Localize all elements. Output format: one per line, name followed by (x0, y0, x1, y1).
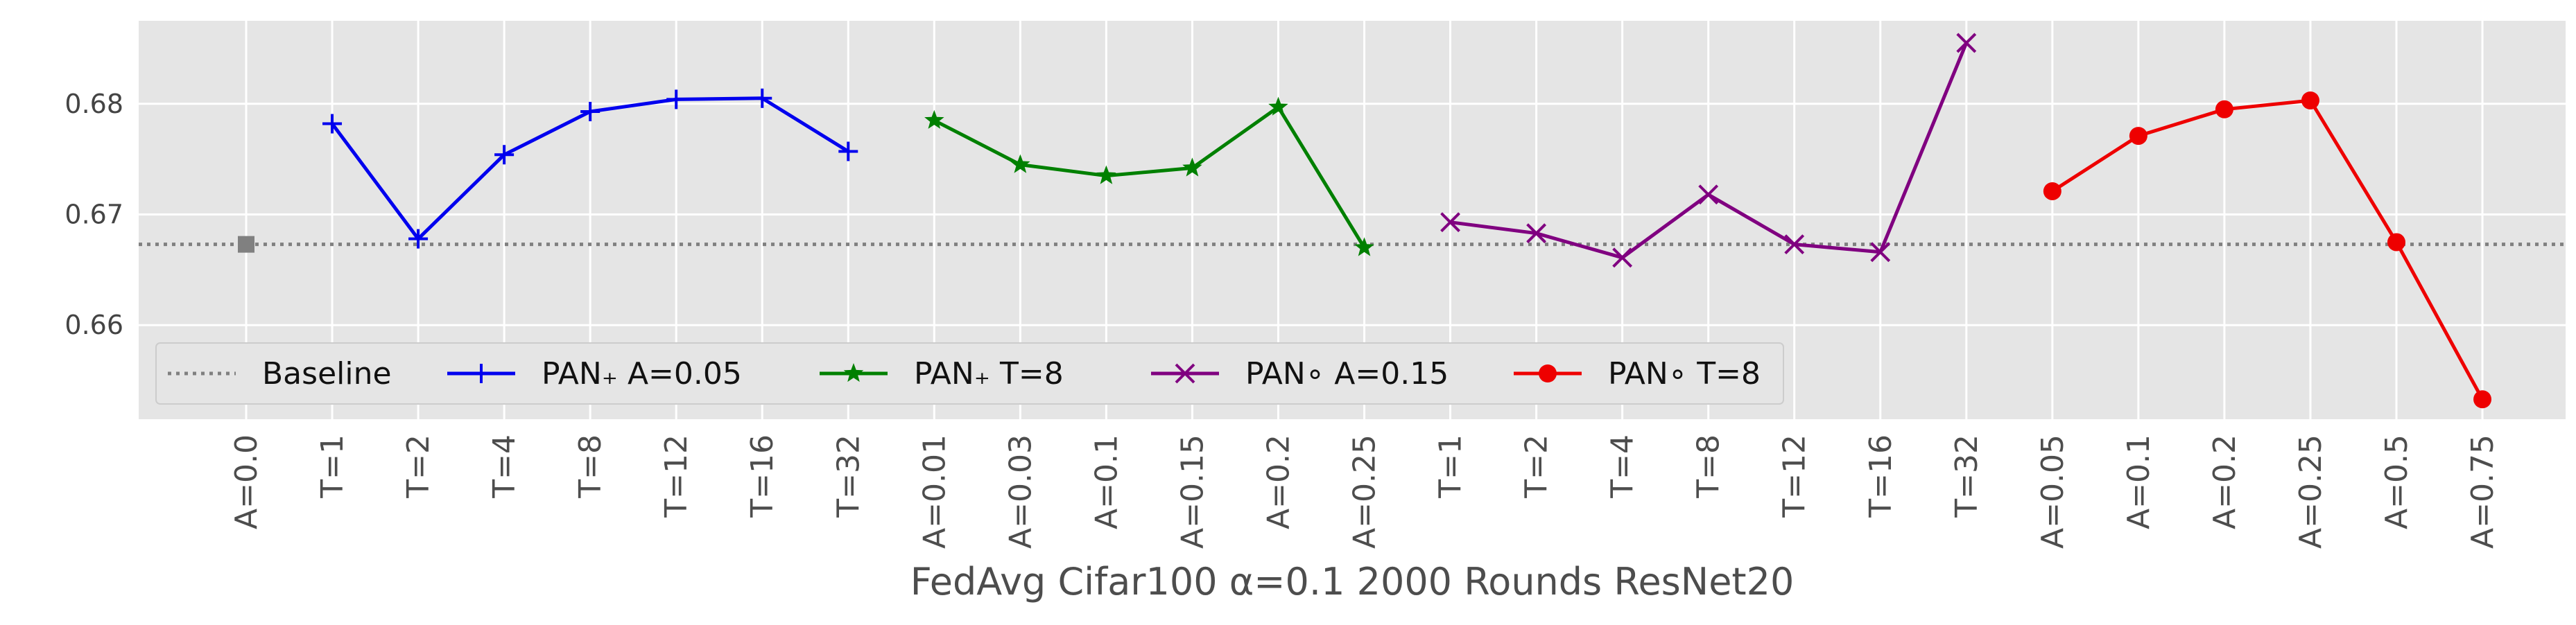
legend-label: PAN₊ A=0.05 (542, 356, 742, 391)
x-tick-label: A=0.5 (2379, 434, 2414, 529)
data-point (1526, 223, 1547, 244)
x-tick-label: T=4 (487, 434, 522, 499)
x-tick-label: T=1 (1433, 434, 1469, 499)
data-point (838, 141, 858, 161)
x-tick-label: A=0.75 (2465, 434, 2500, 549)
legend-label: Baseline (262, 356, 392, 391)
data-point (1268, 96, 1288, 116)
legend-marker (472, 364, 491, 383)
x-tick-labels: A=0.0 T=1 T=2 T=4 T=8 T=12 T=16 T=32 A=0.01 A=0.0… (229, 434, 2500, 549)
data-point (2129, 127, 2147, 146)
x-tick-label: T=1 (315, 434, 350, 499)
data-point (2043, 182, 2061, 200)
legend-label: PAN∘ T=8 (1608, 356, 1761, 391)
legend: Baseline PAN₊ A=0.05 PAN₊ T=8 PAN∘ A=0.15 PA… (155, 342, 1784, 405)
baseline-marker (238, 236, 254, 253)
x-tick-label: T=2 (1519, 434, 1555, 499)
x-axis-label: FedAvg Cifar100 α=0.1 2000 Rounds ResNet… (910, 560, 1795, 604)
legend-marker-b (1175, 363, 1195, 384)
legend-entry: PAN∘ A=0.15 (1151, 356, 1449, 391)
legend-entry: PAN₊ A=0.05 (447, 356, 742, 391)
legend-entry: Baseline (168, 356, 392, 391)
y-tick-labels: 0.66 0.67 0.68 (64, 89, 123, 340)
x-tick-label: A=0.05 (2035, 434, 2071, 549)
y-tick-label: 0.68 (64, 89, 123, 119)
data-point-b (1612, 247, 1633, 268)
series-4 (2043, 91, 2492, 409)
x-tick-label: T=2 (401, 434, 436, 499)
data-point (1096, 165, 1116, 184)
data-point (1956, 33, 1977, 53)
series-2 (924, 96, 1374, 256)
data-point (1784, 234, 1805, 255)
legend-marker (843, 363, 864, 382)
data-point (1440, 212, 1460, 233)
x-tick-label: A=0.03 (1003, 434, 1038, 549)
y-tick-label: 0.66 (64, 310, 123, 340)
data-point-b (1870, 242, 1891, 263)
data-point-b (1698, 184, 1719, 205)
x-tick-label: T=32 (1949, 434, 1985, 518)
data-point (2387, 233, 2405, 252)
series-line (2051, 98, 2484, 400)
y-tick-label: 0.67 (64, 200, 123, 230)
data-point-b (1526, 223, 1547, 244)
x-tick-label: A=0.25 (2293, 434, 2328, 549)
x-tick-label: A=0.0 (229, 434, 264, 529)
data-point (580, 101, 600, 121)
x-tick-label: T=8 (573, 434, 608, 499)
data-point (322, 114, 343, 134)
x-tick-label: T=16 (1863, 434, 1899, 518)
x-tick-label: A=0.25 (1347, 434, 1383, 549)
series-3 (1440, 33, 1977, 268)
series-1 (322, 88, 858, 249)
x-tick-label: T=12 (1777, 434, 1813, 518)
legend-entry: PAN₊ T=8 (820, 356, 1064, 391)
data-point (1010, 154, 1030, 173)
x-tick-label: A=0.2 (1261, 434, 1296, 529)
data-point (1870, 242, 1891, 263)
data-point (2215, 100, 2233, 118)
data-point (1354, 237, 1374, 256)
legend-label: PAN∘ A=0.15 (1245, 356, 1449, 391)
data-point (1182, 157, 1202, 177)
x-tick-label: A=0.15 (1175, 434, 1210, 549)
legend-label: PAN₊ T=8 (914, 356, 1064, 391)
x-tick-label: T=4 (1605, 434, 1641, 499)
legend-marker (1539, 364, 1557, 382)
data-point (2473, 390, 2492, 409)
data-point (2301, 91, 2319, 109)
x-tick-label: A=0.1 (1089, 434, 1124, 529)
x-tick-label: A=0.2 (2207, 434, 2242, 529)
x-tick-label: T=32 (831, 434, 866, 518)
x-tick-label: T=8 (1691, 434, 1727, 499)
data-point (752, 88, 772, 108)
data-point (408, 229, 429, 249)
data-point-b (1784, 234, 1805, 255)
x-tick-label: T=16 (745, 434, 780, 518)
x-tick-label: A=0.01 (917, 434, 952, 549)
x-tick-label: T=12 (659, 434, 694, 518)
series-line (933, 105, 1366, 249)
data-point (1612, 247, 1633, 268)
legend-entry: PAN∘ T=8 (1514, 356, 1761, 391)
data-point (494, 145, 515, 165)
data-point (666, 89, 686, 109)
legend-marker (1175, 363, 1195, 384)
legend-frame (155, 342, 1784, 405)
data-point (924, 109, 944, 129)
data-point-b (1440, 212, 1460, 233)
data-point (1698, 184, 1719, 205)
x-tick-label: A=0.1 (2121, 434, 2156, 529)
data-point-b (1956, 33, 1977, 53)
